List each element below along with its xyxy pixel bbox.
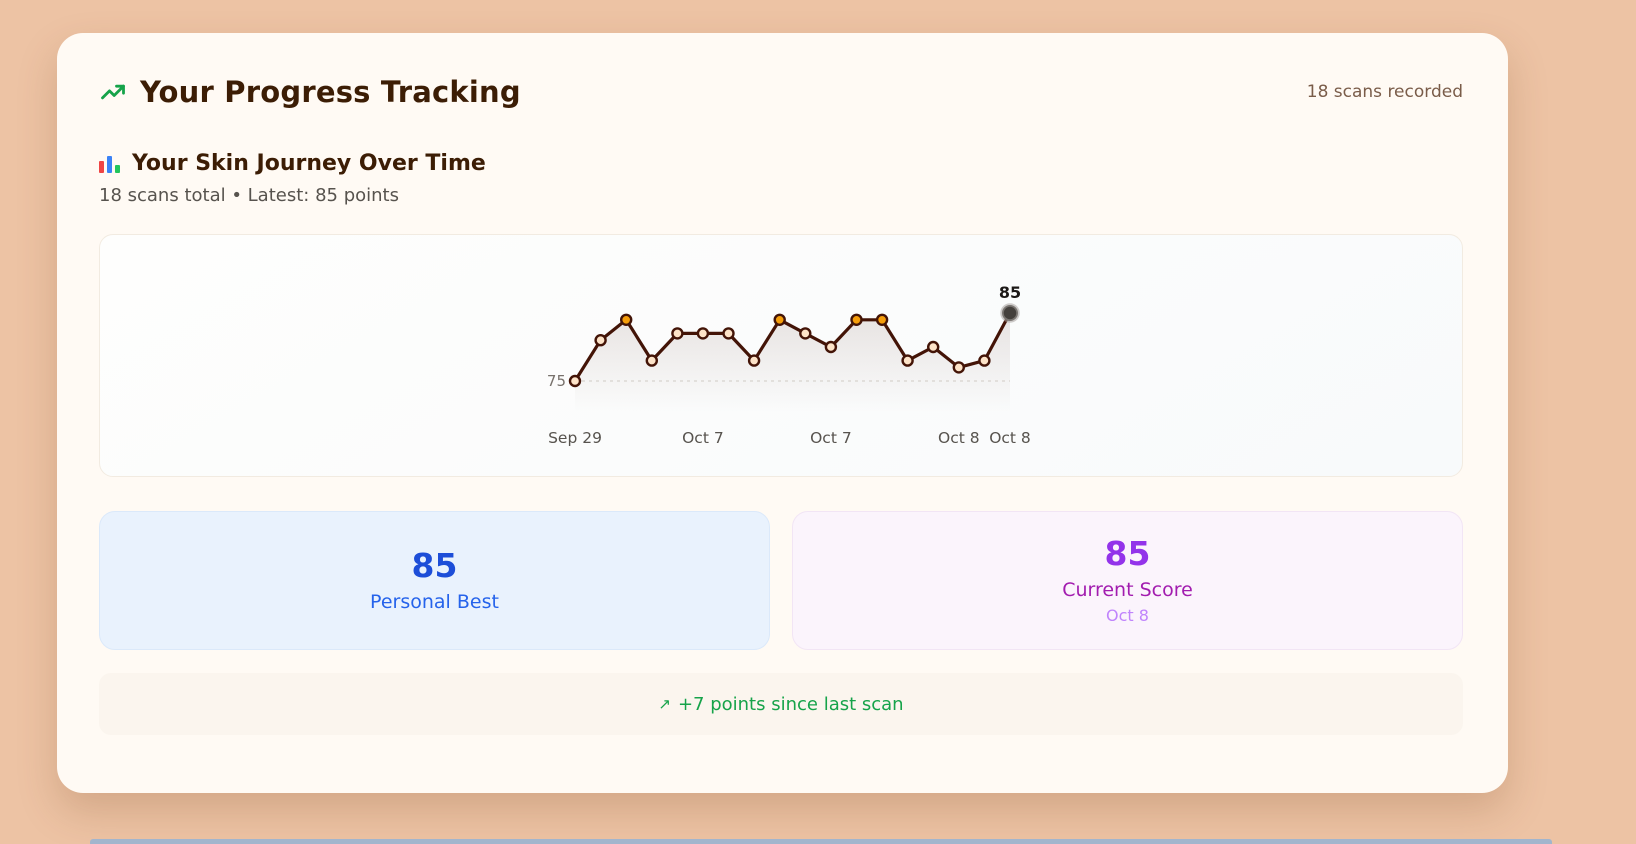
chart-point <box>645 354 659 367</box>
chart-point <box>568 374 582 388</box>
chart-point <box>671 327 684 340</box>
chart-point <box>824 340 838 354</box>
current-score-card: 85 Current Score Oct 8 <box>792 511 1463 650</box>
chart-area-fill <box>575 313 1010 413</box>
header-title-group: Your Progress Tracking <box>99 75 521 109</box>
chart-point <box>696 327 710 340</box>
chart-x-tick: Oct 7 <box>682 429 724 447</box>
chart-point <box>619 313 633 327</box>
arrow-up-right-icon: ↗ <box>658 694 671 713</box>
bar-chart-icon <box>99 154 121 174</box>
chart-point <box>952 361 965 374</box>
chart-point <box>594 333 607 347</box>
chart-x-tick: Sep 29 <box>548 429 602 447</box>
chart-first-value-label: 75 <box>547 372 566 390</box>
chart-point <box>747 354 761 367</box>
chart-x-tick: Oct 8 <box>989 429 1031 447</box>
journey-header: Your Skin Journey Over Time <box>99 151 1463 176</box>
personal-best-value: 85 <box>411 545 458 585</box>
current-score-label: Current Score <box>1062 579 1193 602</box>
current-score-date: Oct 8 <box>1106 606 1149 626</box>
chart-point <box>850 313 863 327</box>
bottom-edge-element <box>90 839 1552 844</box>
chart-point <box>773 313 786 327</box>
progress-line-chart: 75 85 Sep 29 Oct 7 Oct 7 Oct 8 Oct 8 <box>547 283 1031 447</box>
chart-point <box>799 327 812 340</box>
chart-x-tick: Oct 7 <box>810 429 852 447</box>
current-score-value: 85 <box>1104 533 1151 573</box>
card-header: Your Progress Tracking 18 scans recorded <box>99 75 1463 109</box>
scans-recorded-text: 18 scans recorded <box>1306 82 1463 102</box>
chart-point <box>927 340 940 354</box>
chart-x-tick: Oct 8 <box>938 429 980 447</box>
chart-point <box>875 313 889 327</box>
chart-point <box>722 327 735 340</box>
delta-text: +7 points since last scan <box>677 693 904 715</box>
delta-panel: ↗ +7 points since last scan <box>99 673 1463 735</box>
chart-last-value-label: 85 <box>999 283 1021 302</box>
progress-tracking-card: Your Progress Tracking 18 scans recorded… <box>57 33 1508 793</box>
personal-best-card: 85 Personal Best <box>99 511 770 650</box>
personal-best-label: Personal Best <box>370 591 499 614</box>
journey-subtitle: 18 scans total • Latest: 85 points <box>99 185 399 206</box>
journey-title: Your Skin Journey Over Time <box>132 151 486 176</box>
chart-last-point <box>1000 303 1020 323</box>
chart-point <box>901 354 914 367</box>
chart-panel: 75 85 Sep 29 Oct 7 Oct 7 Oct 8 Oct 8 <box>99 234 1463 477</box>
page-title: Your Progress Tracking <box>140 75 521 109</box>
chart-point <box>978 354 991 367</box>
stats-row: 85 Personal Best 85 Current Score Oct 8 <box>99 511 1463 650</box>
trending-up-icon <box>99 78 127 106</box>
